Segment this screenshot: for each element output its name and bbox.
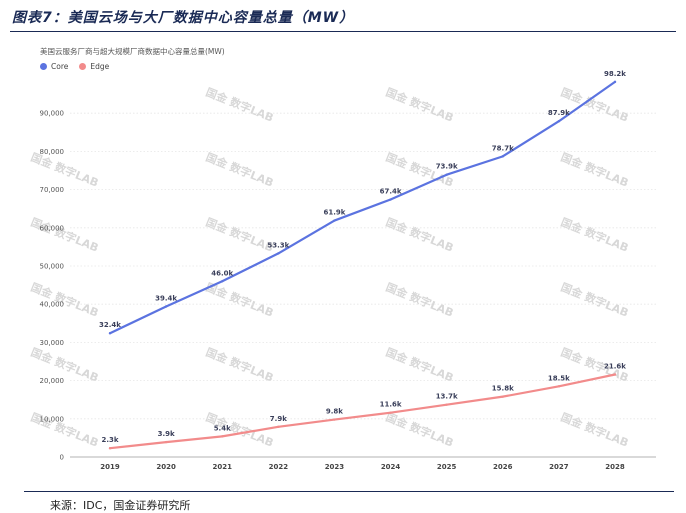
data-point-core [333, 219, 336, 222]
data-label-core: 73.9k [436, 163, 458, 171]
data-label-edge: 7.9k [270, 415, 287, 423]
data-point-core [389, 198, 392, 201]
data-label-core: 39.4k [155, 294, 177, 302]
data-label-edge: 15.8k [492, 385, 514, 393]
y-tick-label: 80,000 [40, 148, 65, 156]
title-divider [10, 31, 676, 32]
source-note: 来源：IDC，国金证券研究所 [50, 499, 191, 512]
watermark-text: 国金 数字LAB [559, 215, 631, 255]
data-point-core [501, 155, 504, 158]
chart-legend: Core Edge [40, 62, 115, 71]
data-point-core [108, 332, 112, 335]
data-point-core [164, 305, 168, 308]
x-tick-label: 2024 [381, 463, 401, 471]
x-tick-label: 2022 [269, 463, 289, 471]
figure-title: 图表7：美国云场与大厂数据中心容量总量（MW） [12, 10, 355, 26]
data-label-core: 53.3k [267, 241, 289, 249]
watermark-text: 国金 数字LAB [559, 280, 631, 320]
y-tick-label: 70,000 [40, 186, 65, 194]
y-tick-label: 30,000 [40, 339, 65, 347]
x-tick-label: 2025 [437, 463, 457, 471]
legend-label-core: Core [51, 62, 69, 71]
y-tick-label: 90,000 [40, 110, 65, 118]
data-label-edge: 13.7k [436, 393, 458, 401]
data-point-core [557, 120, 561, 123]
x-tick-label: 2027 [549, 463, 569, 471]
watermark-text: 国金 数字LAB [29, 215, 101, 255]
watermark-text: 国金 数字LAB [384, 280, 456, 320]
y-tick-label: 40,000 [40, 301, 65, 309]
data-point-core [613, 80, 617, 84]
data-point-core [221, 280, 224, 283]
legend-label-edge: Edge [90, 62, 110, 71]
y-tick-label: 60,000 [40, 224, 65, 232]
data-point-edge [333, 418, 336, 421]
data-label-edge: 2.3k [101, 436, 118, 444]
series-line-core [108, 80, 617, 335]
y-tick-label: 0 [60, 454, 64, 462]
data-point-core [445, 173, 448, 176]
watermark-text: 国金 数字LAB [204, 85, 276, 125]
x-tick-label: 2026 [493, 463, 513, 471]
data-label-core: 67.4k [380, 188, 402, 196]
watermark-text: 国金 数字LAB [559, 410, 631, 450]
y-tick-label: 50,000 [40, 263, 65, 271]
watermark-text: 国金 数字LAB [559, 150, 631, 190]
watermark-text: 国金 数字LAB [559, 85, 631, 125]
watermark-text: 国金 数字LAB [384, 215, 456, 255]
data-point-edge [164, 440, 168, 444]
chart-panel [18, 36, 670, 486]
data-point-core [277, 252, 280, 255]
data-point-edge [613, 373, 617, 376]
data-label-edge: 18.5k [548, 374, 570, 382]
data-point-edge [221, 435, 224, 438]
watermark-text: 国金 数字LAB [384, 410, 456, 450]
x-tick-label: 2019 [100, 463, 120, 471]
y-tick-label: 20,000 [40, 377, 65, 385]
y-tick-label: 10,000 [40, 415, 65, 423]
watermark-text: 国金 数字LAB [204, 345, 276, 385]
data-point-edge [557, 385, 561, 388]
watermark-text: 国金 数字LAB [384, 345, 456, 385]
watermark-text: 国金 数字LAB [384, 85, 456, 125]
data-point-edge [277, 425, 280, 429]
x-tick-label: 2020 [156, 463, 176, 471]
watermark-text: 国金 数字LAB [204, 150, 276, 190]
data-label-edge: 21.6k [604, 362, 626, 370]
x-tick-label: 2028 [605, 463, 625, 471]
data-label-core: 46.0k [211, 269, 233, 277]
data-point-edge [445, 403, 448, 406]
data-label-core: 87.9k [548, 109, 570, 117]
series-line-edge [108, 373, 617, 450]
data-label-core: 98.2k [604, 70, 626, 78]
data-label-edge: 5.4k [214, 424, 231, 432]
x-tick-label: 2023 [325, 463, 345, 471]
watermark-text: 国金 数字LAB [204, 215, 276, 255]
data-label-edge: 9.8k [326, 408, 343, 416]
data-point-edge [501, 395, 504, 398]
legend-marker-core [40, 63, 47, 70]
legend-marker-edge [79, 63, 87, 70]
data-point-edge [108, 447, 112, 450]
data-label-edge: 11.6k [380, 401, 402, 409]
x-tick-label: 2021 [212, 463, 232, 471]
data-label-core: 78.7k [492, 144, 514, 152]
data-label-edge: 3.9k [158, 430, 175, 438]
data-label-core: 32.4k [99, 321, 121, 329]
legend-item-core[interactable]: Core [40, 62, 68, 71]
chart-title: 美国云服务厂商与超大规模厂商数据中心容量总量(MW) [40, 47, 225, 56]
source-divider [24, 491, 674, 492]
legend-item-edge[interactable]: Edge [79, 62, 109, 71]
data-point-edge [389, 411, 392, 414]
data-label-core: 61.9k [323, 209, 345, 217]
